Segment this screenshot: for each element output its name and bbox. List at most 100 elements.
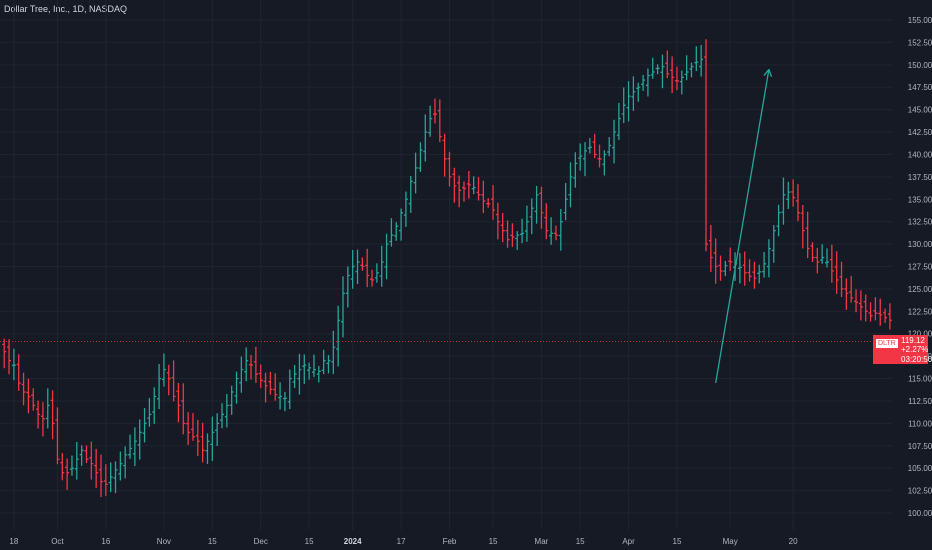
ohlc-bar <box>500 212 505 243</box>
ohlc-bar <box>539 186 544 229</box>
ohlc-bar <box>747 259 752 282</box>
ohlc-bar <box>452 167 457 203</box>
price-axis-bg[interactable] <box>892 0 932 550</box>
ohlc-bar <box>447 151 452 187</box>
ohlc-bar <box>437 99 442 143</box>
y-tick-label: 110.00 <box>908 419 932 428</box>
ohlc-bar <box>616 102 621 140</box>
ohlc-bar <box>16 354 21 391</box>
ohlc-bar <box>432 98 437 124</box>
x-tick-label: 15 <box>673 537 682 546</box>
ohlc-bar <box>621 87 626 124</box>
ohlc-bar <box>553 225 558 241</box>
ohlc-bar <box>679 70 684 95</box>
ohlc-bar <box>365 248 370 288</box>
time-axis[interactable]: 18 Oct 16 Nov 15 Dec 15 2024 17 Feb 15 Mar 15 Apr 15 Ma… <box>9 537 798 546</box>
ohlc-bar <box>210 416 215 461</box>
ohlc-bar <box>578 143 583 171</box>
ohlc-bar <box>762 251 767 278</box>
ohlc-bar <box>360 257 365 271</box>
ohlc-bar <box>215 413 220 446</box>
ohlc-bar <box>520 218 525 244</box>
ohlc-bar <box>558 208 563 251</box>
ohlc-bar <box>181 383 186 435</box>
ohlc-bar <box>195 419 200 457</box>
ohlc-bar <box>132 427 137 467</box>
ohlc-bar <box>384 233 389 280</box>
ohlc-bar <box>161 353 166 387</box>
x-tick-label: 16 <box>101 537 110 546</box>
y-tick-label: 145.00 <box>908 106 932 115</box>
y-tick-label: 147.50 <box>908 83 932 92</box>
ohlc-bar <box>394 222 399 241</box>
ohlc-bar <box>69 455 74 476</box>
ohlc-bar <box>157 363 162 410</box>
ohlc-bar <box>423 114 428 162</box>
ohlc-bar <box>486 198 491 208</box>
ohlc-bar <box>568 162 573 208</box>
ohlc-bar <box>631 76 636 111</box>
ohlc-bar <box>549 217 554 245</box>
price-axis[interactable]: 155.00 152.50 150.00 147.50 145.00 142.50 140.… <box>892 0 932 550</box>
ohlc-bar <box>510 223 515 247</box>
trend-arrow[interactable] <box>715 68 773 384</box>
ohlc-bar <box>40 402 45 437</box>
ohlc-bar <box>878 298 883 326</box>
ohlc-bar <box>583 142 587 177</box>
ohlc-bar <box>142 408 147 443</box>
ohlc-bar <box>868 302 873 322</box>
ohlc-bar <box>776 204 781 237</box>
ohlc-bar <box>602 150 607 176</box>
x-tick-label: Dec <box>254 537 268 546</box>
y-tick-label: 132.50 <box>908 218 932 227</box>
y-tick-label: 152.50 <box>908 38 932 47</box>
x-tick-label: 15 <box>208 537 217 546</box>
badge-countdown: 03:20:50 <box>901 354 932 364</box>
ohlc-bar <box>55 407 60 465</box>
y-tick-label: 122.50 <box>908 307 932 316</box>
ohlc-bar <box>641 74 646 91</box>
ohlc-bar <box>123 446 128 479</box>
ohlc-bar <box>253 346 258 383</box>
y-tick-label: 135.00 <box>908 195 932 204</box>
ohlc-bar <box>108 462 113 493</box>
y-tick-label: 107.50 <box>908 442 932 451</box>
ohlc-bar <box>587 138 592 154</box>
y-tick-label: 127.50 <box>908 263 932 272</box>
y-tick-label: 100.00 <box>908 509 932 518</box>
ohlc-bar <box>224 393 229 428</box>
ohlc-bar <box>103 464 108 496</box>
x-tick-label: Oct <box>51 537 64 546</box>
badge-symbol: DLTR <box>876 338 898 348</box>
y-tick-label: 155.00 <box>908 16 932 25</box>
ohlc-bar <box>544 203 549 240</box>
ohlc-bar <box>413 152 418 194</box>
ohlc-bar <box>370 269 375 287</box>
y-tick-label: 105.00 <box>908 464 932 473</box>
ohlc-bar <box>278 382 283 410</box>
badge-price: 119.12 <box>901 335 925 345</box>
ohlc-bar <box>307 362 312 380</box>
ohlc-bar <box>128 434 133 459</box>
x-tick-label: Mar <box>535 537 549 546</box>
ohlc-bar <box>781 177 786 225</box>
ohlc-bar <box>326 355 331 374</box>
y-tick-label: 102.50 <box>908 487 932 496</box>
ohlc-bar <box>766 239 771 278</box>
ohlc-bar <box>316 365 321 383</box>
ohlc-bar <box>563 183 568 221</box>
chart-grid <box>0 0 892 530</box>
ohlc-bar <box>292 365 297 388</box>
ohlc-bar <box>471 176 476 195</box>
x-tick-label: Apr <box>622 537 635 546</box>
ohlc-bar <box>873 297 878 321</box>
ohlc-bar <box>844 278 849 310</box>
ohlc-bar <box>99 454 103 497</box>
ohlc-bar <box>60 453 65 481</box>
ohlc-bar <box>689 62 694 78</box>
ohlc-bar <box>355 249 360 285</box>
ohlc-bar <box>674 66 679 91</box>
ohlc-bar <box>350 250 355 289</box>
ohlc-bar <box>645 68 650 97</box>
